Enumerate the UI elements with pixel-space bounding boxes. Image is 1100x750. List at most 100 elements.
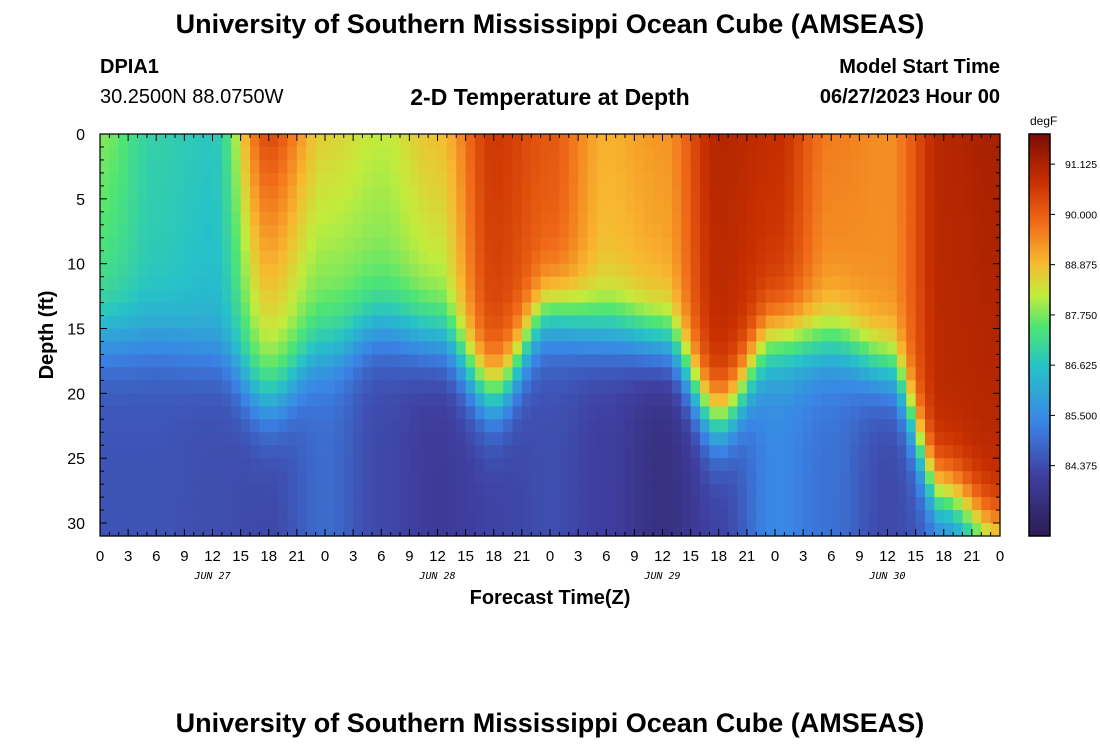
heatmap-cell xyxy=(371,289,382,304)
heatmap-cell xyxy=(278,224,289,239)
heatmap-cell xyxy=(615,354,626,369)
heatmap-cell xyxy=(756,263,767,278)
heatmap-cell xyxy=(193,367,204,381)
heatmap-cell xyxy=(915,224,926,239)
heatmap-cell xyxy=(700,471,710,485)
heatmap-cell xyxy=(259,406,270,420)
heatmap-cell xyxy=(128,510,139,524)
heatmap-cell xyxy=(109,471,120,485)
heatmap-cell xyxy=(840,458,851,472)
heatmap-cell xyxy=(418,185,429,200)
heatmap-cell xyxy=(240,172,251,187)
heatmap-cell xyxy=(559,432,570,446)
heatmap-cell xyxy=(409,432,420,446)
heatmap-cell xyxy=(343,198,354,213)
heatmap-cell xyxy=(296,315,307,330)
heatmap-cell xyxy=(343,445,354,459)
heatmap-cell xyxy=(981,134,992,148)
heatmap-cell xyxy=(315,354,326,369)
heatmap-cell xyxy=(315,315,326,330)
heatmap-cell xyxy=(428,471,439,485)
heatmap-cell xyxy=(512,289,523,304)
heatmap-cell xyxy=(203,263,214,278)
heatmap-cell xyxy=(484,432,495,446)
heatmap-cell xyxy=(953,380,964,394)
heatmap-cell xyxy=(934,523,945,537)
heatmap-cell xyxy=(737,445,748,459)
heatmap-cell xyxy=(981,406,992,420)
heatmap-cell xyxy=(662,237,673,252)
heatmap-cell xyxy=(896,458,907,472)
heatmap-cell xyxy=(306,146,317,161)
heatmap-cell xyxy=(990,458,1001,472)
heatmap-cell xyxy=(109,211,120,226)
heatmap-cell xyxy=(231,497,242,511)
heatmap-cell xyxy=(221,224,232,239)
heatmap-cell xyxy=(268,289,279,304)
heatmap-cell xyxy=(896,134,907,148)
heatmap-cell xyxy=(184,380,195,394)
heatmap-cell xyxy=(821,419,832,433)
heatmap-cell xyxy=(493,497,504,511)
heatmap-cell xyxy=(137,211,148,226)
heatmap-cell xyxy=(615,341,626,356)
heatmap-cell xyxy=(831,172,842,187)
heatmap-cell xyxy=(203,302,214,317)
heatmap-cell xyxy=(756,172,767,187)
heatmap-cell xyxy=(118,250,129,265)
heatmap-cell xyxy=(887,146,898,161)
heatmap-cell xyxy=(971,224,982,239)
heatmap-cell xyxy=(353,237,364,252)
heatmap-cell xyxy=(915,484,926,498)
heatmap-cell xyxy=(268,134,279,148)
heatmap-cell xyxy=(971,211,982,226)
heatmap-cell xyxy=(718,354,729,369)
heatmap-cell xyxy=(109,134,120,148)
heatmap-cell xyxy=(540,471,551,485)
heatmap-cell xyxy=(193,302,204,317)
heatmap-cell xyxy=(362,211,373,226)
heatmap-cell xyxy=(634,146,645,161)
heatmap-cell xyxy=(615,445,626,459)
heatmap-cell xyxy=(465,146,476,161)
heatmap-cell xyxy=(578,380,589,394)
heatmap-cell xyxy=(878,484,889,498)
heatmap-cell xyxy=(287,445,298,459)
heatmap-cell xyxy=(221,341,232,356)
heatmap-cell xyxy=(775,328,785,343)
heatmap-cell xyxy=(859,484,870,498)
heatmap-cell xyxy=(746,250,757,265)
heatmap-cell xyxy=(362,185,373,200)
heatmap-cell xyxy=(259,380,270,394)
heatmap-cell xyxy=(896,380,907,394)
heatmap-cell xyxy=(859,406,870,420)
heatmap-cell xyxy=(531,497,542,511)
heatmap-cell xyxy=(643,276,654,291)
heatmap-cell xyxy=(465,471,476,485)
heatmap-cell xyxy=(606,134,617,148)
heatmap-cell xyxy=(718,497,729,511)
heatmap-cell xyxy=(643,134,654,148)
heatmap-cell xyxy=(812,289,823,304)
heatmap-cell xyxy=(634,393,645,407)
heatmap-cell xyxy=(315,263,326,278)
heatmap-cell xyxy=(137,263,148,278)
heatmap-cell xyxy=(418,406,429,420)
heatmap-cell xyxy=(915,341,926,356)
heatmap-cell xyxy=(221,458,232,472)
heatmap-cell xyxy=(381,367,392,381)
heatmap-cell xyxy=(953,445,964,459)
heatmap-cell xyxy=(484,172,495,187)
heatmap-cell xyxy=(821,263,832,278)
heatmap-cell xyxy=(146,497,157,511)
heatmap-cell xyxy=(250,146,260,161)
heatmap-cell xyxy=(175,484,185,498)
heatmap-cell xyxy=(465,185,476,200)
heatmap-cell xyxy=(681,315,692,330)
x-tick-label: 0 xyxy=(321,548,329,565)
heatmap-cell xyxy=(250,510,260,524)
heatmap-cell xyxy=(446,289,457,304)
heatmap-cell xyxy=(821,432,832,446)
heatmap-cell xyxy=(606,289,617,304)
heatmap-cell xyxy=(775,172,785,187)
